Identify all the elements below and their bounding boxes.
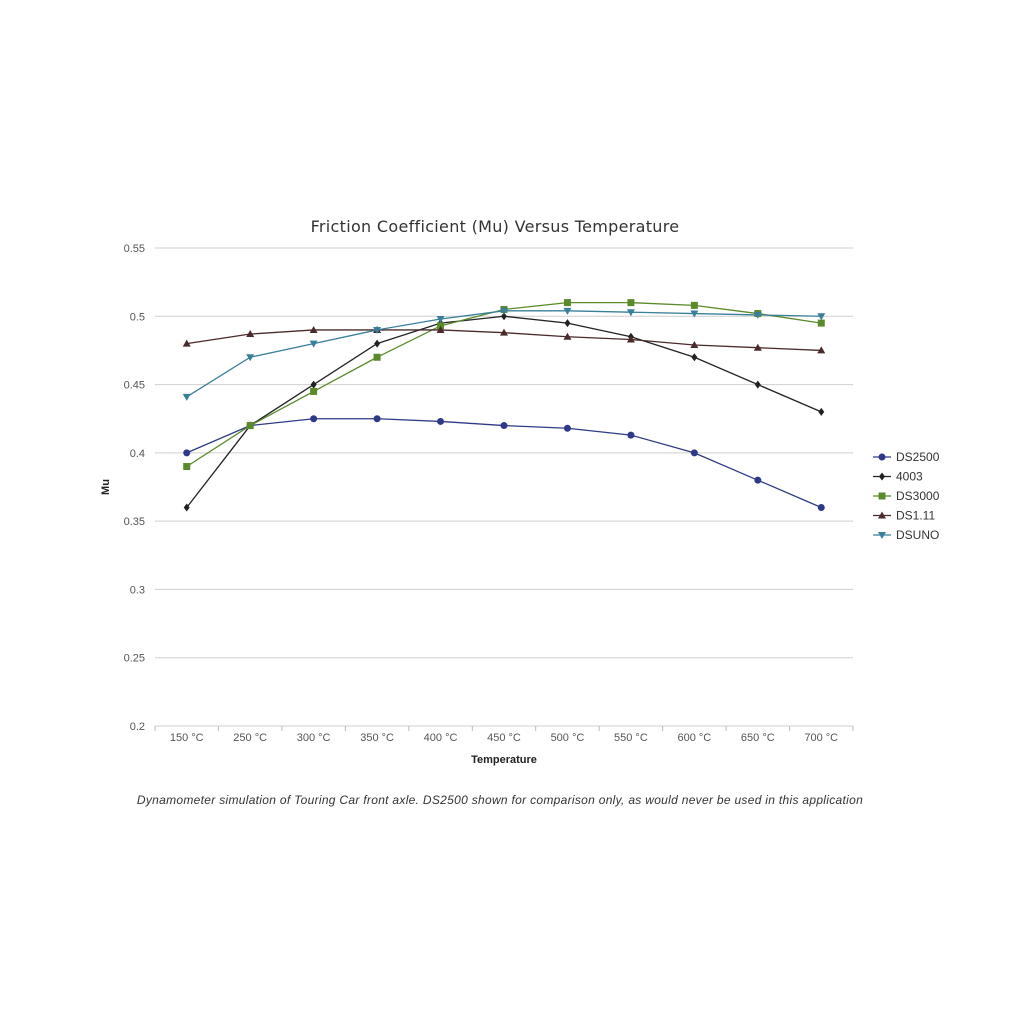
data-point: [374, 339, 381, 348]
data-point: [373, 326, 382, 334]
gridlines: [155, 247, 853, 727]
legend-label: DS1.11: [896, 509, 935, 523]
data-point: [500, 307, 508, 315]
legend-label: DS2500: [896, 450, 940, 464]
data-point: [501, 312, 507, 321]
axes: 0.2 0.25 0.3 0.35 0.4 0.45 0.5 0.55 150 °C 250 °C…: [124, 243, 854, 744]
data-point: [753, 311, 762, 319]
data-point: [627, 299, 635, 307]
data-point: [626, 309, 635, 317]
series-4003: [183, 312, 825, 512]
x-tick-label: 500 °C: [551, 732, 585, 744]
data-point: [246, 354, 255, 362]
data-point: [246, 330, 255, 338]
y-axis-title: Mu: [100, 479, 112, 495]
y-tick-label: 0.4: [130, 448, 145, 460]
data-point: [753, 343, 762, 351]
data-point: [817, 319, 825, 327]
legend-marker: [879, 472, 885, 481]
data-point: [563, 332, 572, 340]
data-point: [310, 380, 317, 389]
legend-marker: [878, 511, 886, 519]
x-tick-label: 650 °C: [741, 732, 775, 744]
y-tick-label: 0.3: [130, 584, 145, 596]
data-point: [500, 422, 508, 430]
data-point: [182, 393, 191, 401]
series-line: [186, 418, 822, 509]
series-ds2500: [183, 415, 825, 511]
legend-item: DS3000: [873, 489, 940, 503]
data-point: [564, 319, 571, 328]
legend-label: DS3000: [896, 489, 940, 503]
data-point: [182, 339, 191, 347]
y-tick-label: 0.55: [124, 243, 145, 255]
legend-item: DS1.11: [873, 509, 935, 523]
data-point: [500, 328, 508, 336]
data-point: [309, 340, 318, 348]
data-point: [436, 316, 445, 324]
data-point: [817, 503, 825, 511]
data-point: [626, 335, 635, 343]
data-point: [309, 325, 318, 333]
series-line: [186, 315, 822, 508]
data-point: [373, 353, 381, 361]
data-point: [183, 463, 191, 471]
x-tick-label: 450 °C: [487, 732, 521, 744]
series-ds1-11: [182, 325, 826, 354]
data-point: [817, 313, 826, 321]
y-tick-label: 0.45: [124, 380, 145, 392]
legend: DS2500 4003 DS3000 DS1.11 DSUNO: [873, 450, 940, 542]
y-tick-label: 0.35: [124, 516, 145, 528]
legend-item: 4003: [873, 470, 923, 484]
data-point: [436, 325, 445, 333]
legend-label: 4003: [896, 470, 923, 484]
x-tick-label: 400 °C: [424, 732, 458, 744]
caption: Dynamometer simulation of Touring Car fr…: [136, 793, 864, 807]
data-point: [690, 301, 698, 309]
data-point: [754, 476, 762, 484]
data-point: [563, 299, 571, 307]
x-tick-label: 550 °C: [614, 732, 648, 744]
data-point: [373, 415, 381, 423]
data-point: [437, 417, 445, 425]
data-point: [310, 415, 318, 423]
legend-item: DSUNO: [873, 528, 939, 542]
y-tick-label: 0.25: [124, 653, 145, 665]
data-point: [690, 449, 698, 457]
chart-title: Friction Coefficient (Mu) Versus Tempera…: [311, 217, 680, 236]
data-point: [246, 422, 254, 430]
data-point: [437, 322, 445, 330]
data-point: [183, 449, 191, 457]
x-tick-label: 600 °C: [677, 732, 711, 744]
legend-label: DSUNO: [896, 528, 939, 542]
data-point: [310, 387, 318, 395]
data-point: [627, 431, 635, 439]
data-point: [754, 380, 761, 389]
data-point: [563, 307, 572, 315]
data-point: [817, 346, 826, 354]
x-tick-label: 250 °C: [233, 732, 267, 744]
legend-marker: [878, 532, 886, 539]
y-tick-label: 0.5: [130, 311, 145, 323]
data-point: [818, 407, 825, 416]
x-tick-label: 350 °C: [360, 732, 394, 744]
x-tick-label: 700 °C: [804, 732, 838, 744]
data-point: [563, 424, 571, 432]
x-tick-label: 150 °C: [170, 732, 204, 744]
legend-marker: [878, 453, 886, 461]
series-group: [182, 299, 826, 512]
x-tick-label: 300 °C: [297, 732, 331, 744]
series-line: [186, 310, 822, 398]
data-point: [690, 310, 699, 318]
legend-item: DS2500: [873, 450, 940, 464]
data-point: [691, 353, 698, 362]
y-tick-label: 0.2: [130, 721, 145, 733]
data-point: [183, 503, 190, 512]
x-axis-title: Temperature: [471, 754, 537, 766]
series-dsuno: [182, 307, 826, 401]
data-point: [690, 340, 699, 348]
legend-marker: [878, 492, 886, 500]
